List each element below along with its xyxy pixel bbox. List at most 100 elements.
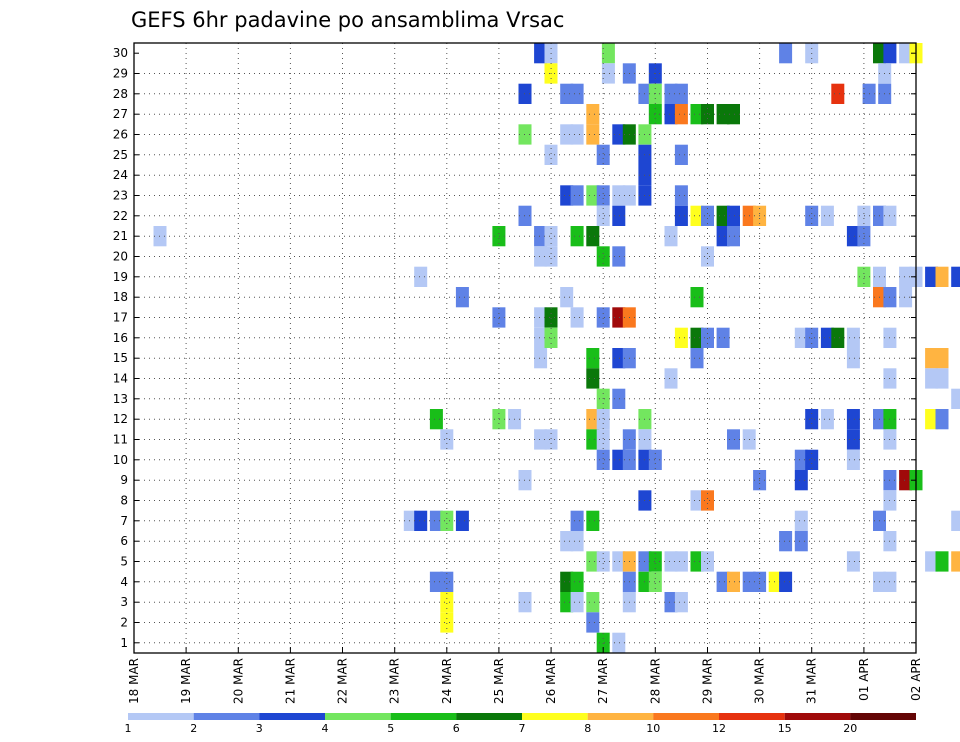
x-tick-label: 29 MAR (701, 658, 715, 704)
heatmap-cell (794, 449, 808, 470)
legend-tick-label: 5 (387, 722, 394, 735)
heatmap-cell (899, 287, 913, 308)
heatmap-cell (586, 612, 600, 633)
y-tick-label: 4 (120, 575, 128, 589)
legend-tick-label: 10 (646, 722, 660, 735)
heatmap-cell (716, 205, 730, 226)
heatmap-cell (570, 83, 584, 104)
heatmap-cell (612, 449, 626, 470)
legend-swatch (128, 713, 194, 720)
legend-swatch (325, 713, 391, 720)
heatmap-cell (586, 368, 600, 389)
heatmap-cell (883, 43, 897, 64)
x-tick-label: 23 MAR (388, 658, 402, 704)
heatmap-cell (612, 307, 626, 328)
legend-swatch (719, 713, 785, 720)
heatmap-cell (857, 266, 871, 287)
heatmap-cell (664, 104, 678, 125)
heatmap-cell (951, 510, 960, 531)
legend-tick-label: 2 (190, 722, 197, 735)
heatmap-cell (899, 266, 913, 287)
heatmap-cell (674, 185, 688, 206)
heatmap-cell (664, 592, 678, 613)
y-tick-label: 18 (113, 290, 128, 304)
heatmap-cell (534, 429, 548, 450)
heatmap-cell (440, 592, 454, 613)
heatmap-cell (727, 429, 740, 450)
heatmap-cell (805, 409, 819, 430)
heatmap-cell (794, 510, 808, 531)
y-tick-label: 28 (113, 87, 128, 101)
heatmap-cell (820, 205, 834, 226)
heatmap-cell (951, 388, 960, 409)
heatmap-cell (857, 205, 871, 226)
y-tick-label: 3 (120, 595, 128, 609)
heatmap-cell (805, 327, 819, 348)
y-tick-label: 24 (113, 168, 128, 182)
heatmap-cell (727, 571, 740, 592)
x-tick-label: 26 MAR (544, 658, 558, 704)
heatmap-cell (492, 226, 506, 247)
heatmap-cell (586, 592, 600, 613)
heatmap-cell (586, 185, 600, 206)
y-tick-label: 6 (120, 534, 128, 548)
legend-swatch (456, 713, 522, 720)
heatmap-cell (674, 551, 688, 572)
heatmap-cell (716, 226, 730, 247)
heatmap-cell (779, 43, 793, 64)
heatmap-cell (534, 307, 548, 328)
heatmap-cell (440, 571, 454, 592)
plot-frame (133, 42, 917, 654)
heatmap-cell (664, 368, 678, 389)
y-tick-label: 8 (120, 494, 128, 508)
y-tick-label: 26 (113, 128, 128, 142)
heatmap-cell (664, 83, 678, 104)
heatmap-cell (794, 531, 808, 552)
heatmap-cell (492, 409, 506, 430)
legend-swatch (259, 713, 325, 720)
heatmap-cell (701, 551, 714, 572)
y-tick-label: 20 (113, 250, 128, 264)
y-tick-label: 27 (113, 107, 128, 121)
heatmap-cell (664, 226, 678, 247)
x-tick-label: 21 MAR (283, 658, 297, 704)
heatmap-cell (925, 551, 939, 572)
heatmap-cell (935, 348, 949, 369)
heatmap-cell (612, 246, 626, 267)
heatmap-cell (951, 266, 960, 287)
heatmap-cell (935, 551, 949, 572)
heatmap-cell (846, 226, 860, 247)
heatmap-cell (727, 104, 740, 125)
heatmap-cell (429, 510, 443, 531)
heatmap-cell (701, 246, 714, 267)
legend-swatch (653, 713, 719, 720)
legend-tick-label: 15 (778, 722, 792, 735)
heatmap-cell (779, 571, 793, 592)
heatmap-cell (674, 104, 688, 125)
heatmap-cell (570, 531, 584, 552)
heatmap-cell (440, 510, 454, 531)
heatmap-cell (440, 612, 454, 633)
y-tick-label: 9 (120, 473, 128, 487)
heatmap-cell (831, 83, 845, 104)
heatmap-cell (596, 246, 610, 267)
y-tick-label: 23 (113, 189, 128, 203)
heatmap-cell (492, 307, 506, 328)
heatmap-cell (455, 287, 469, 308)
heatmap-cell (690, 551, 704, 572)
heatmap-cell (534, 246, 548, 267)
heatmap-cell (925, 409, 939, 430)
heatmap-cell (846, 551, 860, 572)
heatmap-cell (544, 307, 558, 328)
legend-swatch (390, 713, 457, 720)
heatmap-cell (674, 205, 688, 226)
heatmap-cell (846, 327, 860, 348)
heatmap-cell (768, 571, 782, 592)
heatmap-cell (612, 388, 626, 409)
y-tick-label: 22 (113, 209, 128, 223)
heatmap-cell (586, 124, 600, 145)
y-tick-label: 10 (113, 453, 128, 467)
y-tick-label: 25 (113, 148, 128, 162)
heatmap-cell (570, 124, 584, 145)
